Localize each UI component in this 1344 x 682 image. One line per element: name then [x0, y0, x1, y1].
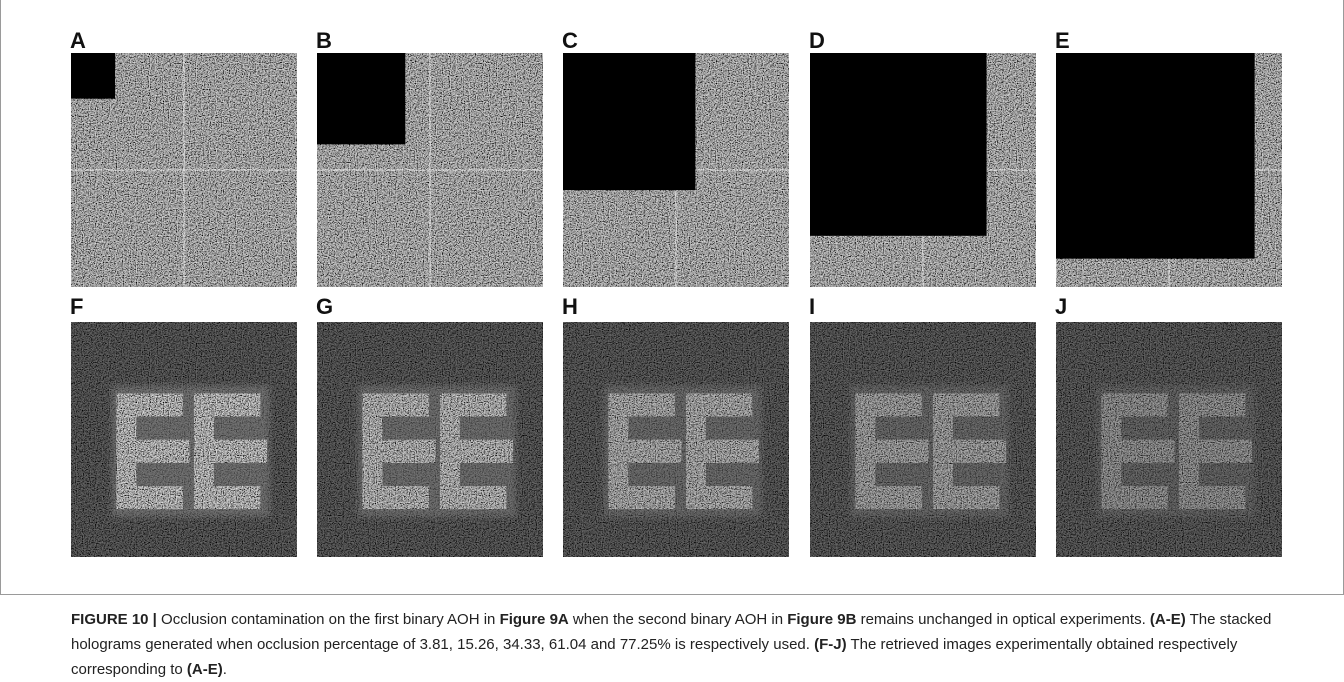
occlusion	[1056, 53, 1255, 259]
caption-bold-text: (A-E)	[1150, 611, 1186, 628]
letter-shape	[933, 393, 1006, 509]
caption-text: and	[586, 636, 619, 653]
caption-text: 15.26	[457, 636, 495, 653]
panel-label: A	[70, 28, 86, 53]
hologram-panel	[563, 53, 789, 287]
retrieved-panel	[71, 322, 297, 557]
panel-label: J	[1055, 294, 1067, 319]
caption-bold-text: (F-J)	[814, 636, 847, 653]
hologram-panel	[1056, 53, 1282, 287]
letter-shape	[194, 393, 267, 509]
caption-text: remains unchanged in optical experiments…	[856, 611, 1150, 628]
caption-text: 3.81	[420, 636, 449, 653]
caption-text: 34.33	[503, 636, 541, 653]
caption-text: 77.25	[620, 636, 658, 653]
retrieved-panel	[317, 322, 543, 557]
panel-label: F	[70, 294, 83, 319]
caption-text: % is respectively used.	[657, 636, 814, 653]
caption-text: when the second binary AOH in	[569, 611, 787, 628]
panel-label: I	[809, 294, 815, 319]
panel-label: D	[809, 28, 825, 53]
retrieved-panel	[810, 322, 1036, 557]
hologram-panel	[71, 53, 297, 287]
caption-text: Occlusion contamination on the first bin…	[157, 611, 500, 628]
letter-shape	[1179, 393, 1252, 509]
caption-bold-text: FIGURE 10 |	[71, 611, 157, 628]
occlusion	[317, 53, 405, 144]
panel-label: E	[1055, 28, 1070, 53]
panel-label: B	[316, 28, 332, 53]
letter-shape	[608, 393, 681, 509]
letter-shape	[440, 393, 513, 509]
caption-bold-text: Figure 9B	[787, 611, 856, 628]
occlusion	[563, 53, 695, 190]
retrieved-panel	[1056, 322, 1282, 557]
occlusion	[71, 53, 115, 99]
hologram-panel	[810, 53, 1036, 287]
panel-label: G	[316, 294, 333, 319]
retrieved-panel	[563, 322, 789, 557]
occlusion	[810, 53, 987, 236]
caption-text: ,	[495, 636, 503, 653]
caption-text: ,	[449, 636, 457, 653]
caption-bold-text: Figure 9A	[500, 611, 569, 628]
page: A B C D E F G H I J FIGURE 10 | Occlusion contami…	[0, 0, 1344, 670]
letter-shape	[1101, 393, 1174, 509]
caption-text: ,	[541, 636, 549, 653]
figure-caption: FIGURE 10 | Occlusion contamination on t…	[71, 607, 1321, 682]
letter-shape	[686, 393, 759, 509]
panel-label: C	[562, 28, 578, 53]
letter-shape	[362, 393, 435, 509]
letter-shape	[855, 393, 928, 509]
hologram-panel	[317, 53, 543, 287]
caption-text: 61.04	[549, 636, 587, 653]
panel-label: H	[562, 294, 578, 319]
figure: A B C D E F G H I J	[0, 0, 1344, 596]
letter-shape	[116, 393, 189, 509]
